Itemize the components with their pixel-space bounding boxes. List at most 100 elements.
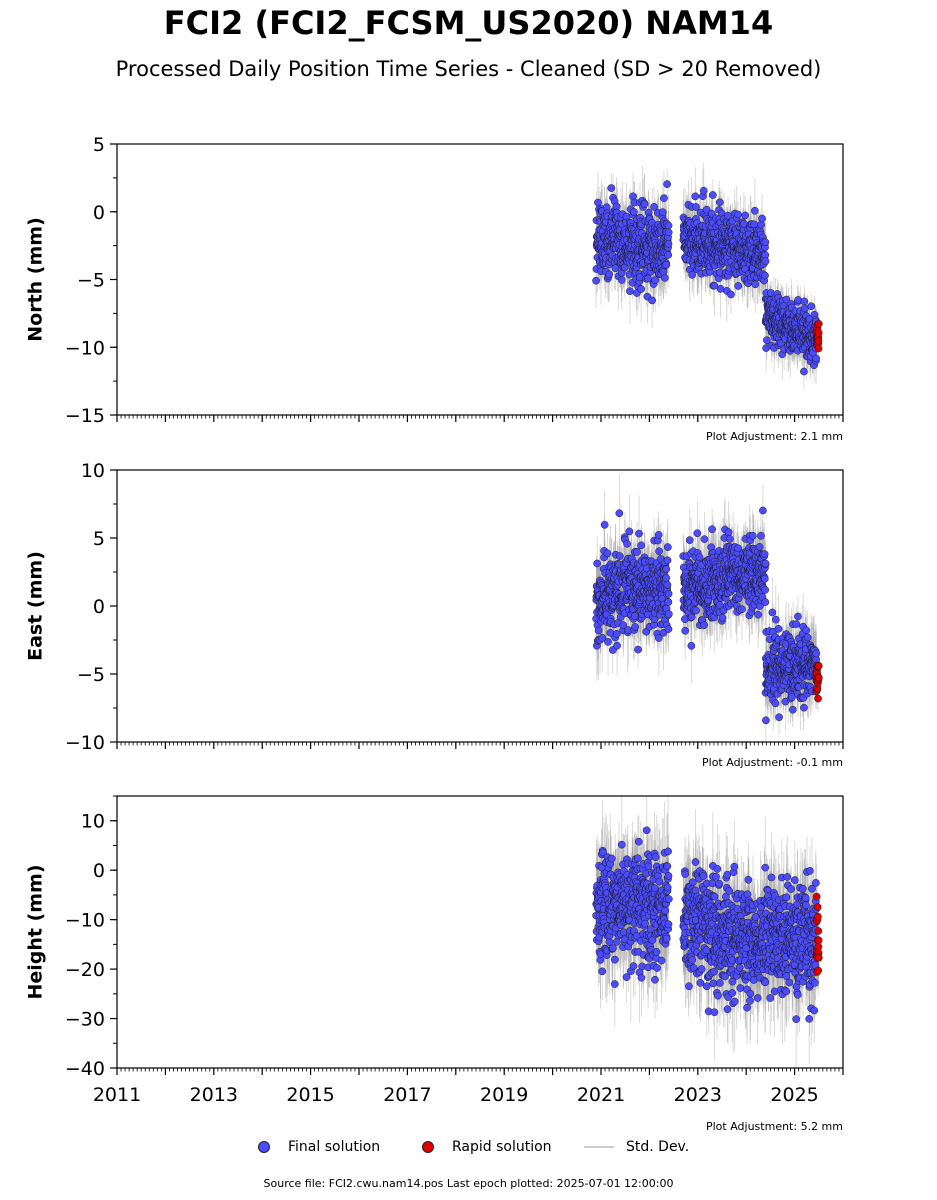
final-point bbox=[664, 598, 673, 606]
final-point bbox=[708, 525, 716, 534]
final-point bbox=[592, 276, 600, 285]
final-point bbox=[655, 547, 663, 556]
final-point bbox=[724, 528, 733, 537]
final-point bbox=[658, 208, 667, 217]
final-point bbox=[663, 543, 672, 551]
final-point bbox=[734, 210, 742, 219]
final-point bbox=[681, 626, 690, 635]
final-point bbox=[800, 297, 809, 306]
final-point bbox=[607, 184, 616, 192]
final-point bbox=[761, 257, 770, 266]
page-title: FCI2 (FCI2_FCSM_US2020) NAM14 bbox=[163, 4, 774, 42]
final-point bbox=[692, 203, 700, 211]
final-point bbox=[734, 544, 742, 553]
y-tick-label: −10 bbox=[65, 337, 105, 359]
final-point bbox=[692, 606, 700, 615]
final-point bbox=[748, 531, 757, 540]
final-point bbox=[664, 589, 673, 598]
final-point bbox=[623, 539, 631, 548]
panel-0: 5 0 −5 −10 −15 North (mm) Plot Adjustment: 2.1… bbox=[25, 134, 844, 443]
rapid-point bbox=[814, 336, 823, 345]
final-point bbox=[640, 200, 649, 208]
final-point bbox=[688, 270, 696, 279]
rapid-point bbox=[814, 319, 823, 328]
final-points-0 bbox=[592, 180, 821, 376]
final-point bbox=[604, 638, 612, 646]
final-point bbox=[651, 276, 660, 284]
final-point bbox=[593, 559, 602, 568]
y-tick-label: 0 bbox=[93, 202, 105, 224]
final-point bbox=[613, 641, 621, 650]
final-point bbox=[661, 274, 669, 282]
final-point bbox=[630, 208, 638, 216]
rapid-points-0 bbox=[812, 319, 823, 353]
rapid-point bbox=[814, 344, 823, 353]
final-point bbox=[685, 536, 694, 544]
final-point bbox=[598, 633, 607, 642]
final-point bbox=[725, 535, 734, 543]
plot-area-0 bbox=[592, 163, 823, 389]
y-axis-label: North (mm) bbox=[25, 217, 47, 342]
final-point bbox=[644, 274, 652, 283]
final-point bbox=[663, 580, 672, 589]
final-point bbox=[612, 629, 621, 638]
final-point bbox=[662, 565, 671, 574]
final-point bbox=[718, 613, 727, 622]
final-point bbox=[611, 264, 620, 273]
plot-adjustment-annotation: Plot Adjustment: 2.1 mm bbox=[706, 430, 843, 443]
final-point bbox=[663, 180, 671, 188]
final-point bbox=[750, 206, 759, 215]
final-point bbox=[664, 625, 673, 633]
y-tick-label: 5 bbox=[93, 134, 105, 156]
final-point bbox=[761, 238, 770, 247]
final-point bbox=[710, 281, 719, 290]
final-point bbox=[702, 205, 711, 214]
final-point bbox=[758, 214, 766, 223]
final-point bbox=[594, 198, 602, 207]
final-point bbox=[693, 529, 702, 538]
final-point bbox=[635, 529, 643, 538]
final-point bbox=[700, 535, 709, 543]
final-point bbox=[617, 276, 626, 284]
rapid-point bbox=[814, 328, 823, 337]
final-point bbox=[615, 552, 624, 560]
final-point bbox=[663, 556, 672, 565]
final-point bbox=[654, 634, 663, 642]
final-point bbox=[807, 302, 816, 311]
final-point bbox=[763, 336, 771, 345]
final-point bbox=[664, 610, 673, 618]
final-point bbox=[715, 198, 724, 207]
final-point bbox=[741, 211, 750, 220]
final-point bbox=[631, 623, 640, 631]
final-point bbox=[615, 509, 624, 518]
final-point bbox=[619, 621, 628, 630]
final-point bbox=[687, 642, 696, 650]
final-point bbox=[594, 626, 603, 635]
final-point bbox=[751, 280, 760, 289]
final-point bbox=[637, 285, 646, 293]
final-point bbox=[664, 221, 673, 230]
final-point bbox=[654, 531, 663, 539]
final-point bbox=[648, 296, 656, 305]
page-subtitle: Processed Daily Position Time Series - C… bbox=[115, 57, 822, 81]
final-point bbox=[761, 271, 769, 280]
final-point bbox=[700, 621, 708, 630]
final-point bbox=[660, 194, 668, 202]
final-point bbox=[662, 260, 671, 269]
final-point bbox=[603, 549, 612, 558]
final-point bbox=[664, 228, 673, 237]
final-points-1 bbox=[592, 506, 821, 725]
final-point bbox=[699, 186, 708, 195]
final-point bbox=[605, 270, 614, 279]
final-point bbox=[650, 203, 658, 211]
final-point bbox=[626, 287, 634, 295]
final-point bbox=[633, 547, 641, 556]
final-point bbox=[662, 574, 671, 582]
final-point bbox=[800, 304, 809, 313]
final-point bbox=[664, 251, 673, 259]
final-point bbox=[800, 367, 808, 376]
plot-area-1 bbox=[592, 473, 823, 742]
final-point bbox=[695, 553, 704, 562]
